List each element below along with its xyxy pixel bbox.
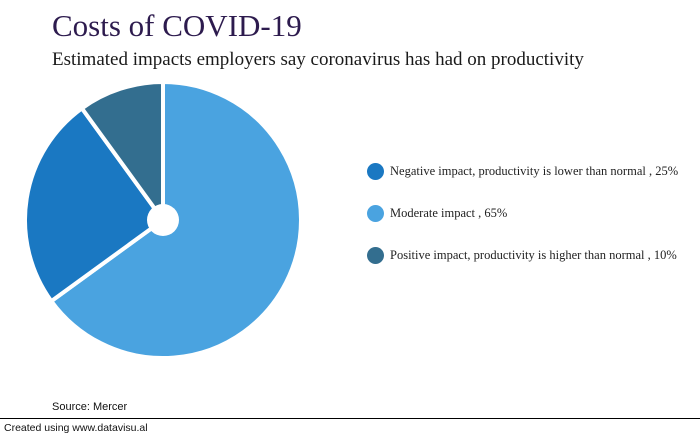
chart-title: Costs of COVID-19: [52, 8, 302, 43]
legend-swatch-moderate: [367, 204, 384, 222]
footer-divider: [0, 418, 700, 419]
slice-negative[interactable]: [23, 106, 165, 304]
legend-swatch-positive: [367, 246, 384, 264]
legend-swatch-negative: [367, 162, 384, 180]
legend-item-moderate[interactable]: Moderate impact , 65%: [367, 192, 678, 234]
slice-positive[interactable]: [79, 80, 165, 222]
legend-label-negative: Negative impact, productivity is lower t…: [390, 163, 679, 178]
footer-credit: Created using www.datavisu.al: [4, 422, 148, 434]
chart-subtitle: Estimated impacts employers say coronavi…: [52, 49, 584, 70]
legend-item-positive[interactable]: Positive impact, productivity is higher …: [367, 234, 678, 276]
source-note: Source: Mercer: [52, 401, 128, 413]
pie-center-hole: [147, 204, 179, 236]
legend-label-moderate: Moderate impact , 65%: [390, 205, 508, 220]
legend: Negative impact, productivity is lower t…: [367, 150, 678, 276]
legend-item-negative[interactable]: Negative impact, productivity is lower t…: [367, 150, 678, 192]
legend-label-positive: Positive impact, productivity is higher …: [390, 247, 677, 262]
